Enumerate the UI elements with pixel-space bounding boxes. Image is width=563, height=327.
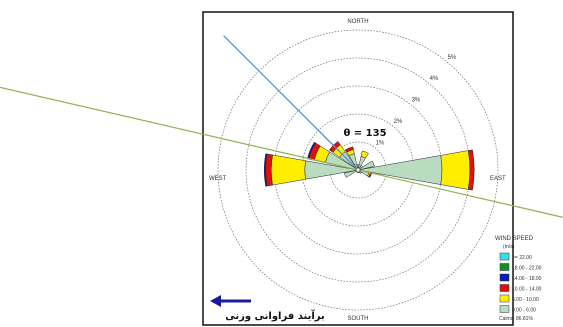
legend-unit: (m/s)	[503, 244, 515, 250]
resultant-annotation: برآیند فراوانی وزنی	[210, 295, 325, 322]
legend-swatch	[499, 273, 510, 282]
axis-line	[0, 86, 563, 218]
petal-nnw	[344, 146, 354, 153]
legend-label: 0.00 - 6.00	[512, 308, 536, 314]
ring-label: 4%	[430, 76, 439, 82]
annotation-arrow-head	[210, 295, 221, 307]
legend-swatch	[499, 284, 510, 292]
legend-calms: Calms: 86.81%	[499, 316, 533, 322]
petal-wnw	[307, 141, 316, 160]
ring-label: 1%	[376, 141, 385, 147]
south-label: SOUTH	[348, 316, 369, 322]
legend-label: 6.00 - 10.00	[512, 297, 539, 303]
theta-label: θ = 135	[343, 128, 386, 139]
legend-label: 18.00 - 22.00	[512, 266, 542, 272]
legend-label: 10.00 - 14.00	[512, 287, 542, 293]
legend-swatch	[499, 252, 510, 261]
annotation-text: برآیند فراوانی وزنی	[225, 309, 325, 322]
legend-swatch	[499, 263, 510, 271]
center-marker	[355, 167, 361, 173]
legend: WIND SPEED (m/s) >= 22.00 18.00 - 22.00 14…	[495, 236, 542, 322]
north-label: NORTH	[347, 19, 368, 25]
legend-title: WIND SPEED	[495, 236, 534, 242]
legend-swatch	[499, 305, 510, 313]
legend-label: 14.00 - 18.00	[512, 276, 542, 282]
west-label: WEST	[209, 176, 227, 182]
direction-lines	[0, 35, 563, 218]
east-label: EAST	[490, 176, 506, 182]
resultant-line	[223, 35, 359, 171]
petal-e	[468, 149, 475, 191]
ring-5	[217, 29, 499, 311]
petal-e	[440, 150, 471, 190]
petal-ene	[357, 160, 375, 171]
legend-swatch	[499, 294, 510, 303]
ring-labels: 1% 2% 3% 4% 5%	[376, 55, 457, 147]
petal-w	[264, 153, 268, 187]
ring-label: 3%	[412, 98, 421, 104]
petal-nne	[360, 150, 369, 159]
ring-label: 2%	[394, 119, 403, 125]
legend-label: >= 22.00	[512, 255, 532, 261]
ring-label: 5%	[448, 55, 457, 61]
petal-wsw	[344, 169, 359, 178]
